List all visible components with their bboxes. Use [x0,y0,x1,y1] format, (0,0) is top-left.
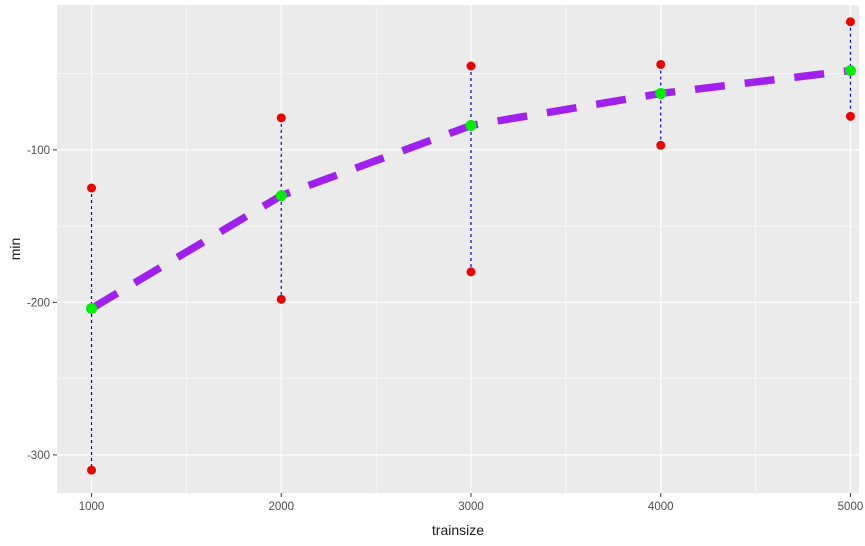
min-point [276,294,286,304]
min-point [87,465,97,475]
min-point [845,111,855,121]
mean-point [844,65,856,77]
range-lines [90,21,852,471]
y-tick-label: -100 [27,145,50,157]
y-axis-ticks: -100 -200 -300 [27,145,57,462]
min-point [466,267,476,277]
data-points [86,17,856,475]
mean-point [86,302,98,314]
minor-gridlines [57,5,859,493]
y-tick-label: -300 [27,450,50,462]
y-axis-title: min [7,238,23,261]
max-point [466,61,476,71]
max-point [845,17,855,27]
x-tick-label: 2000 [268,501,294,513]
max-point [656,59,666,69]
mean-point [655,87,667,99]
plot-panel [57,5,859,493]
x-axis-ticks: 1000 2000 3000 4000 5000 [79,493,864,513]
mean-point [275,190,287,202]
y-tick-label: -200 [27,297,50,309]
x-axis-title: trainsize [432,522,484,538]
min-point [656,140,666,150]
max-point [87,183,97,193]
x-tick-label: 3000 [458,501,484,513]
max-point [276,113,286,123]
x-tick-label: 4000 [648,501,674,513]
x-tick-label: 1000 [79,501,105,513]
mean-point [465,119,477,131]
major-gridlines [57,5,859,493]
x-tick-label: 5000 [838,501,864,513]
